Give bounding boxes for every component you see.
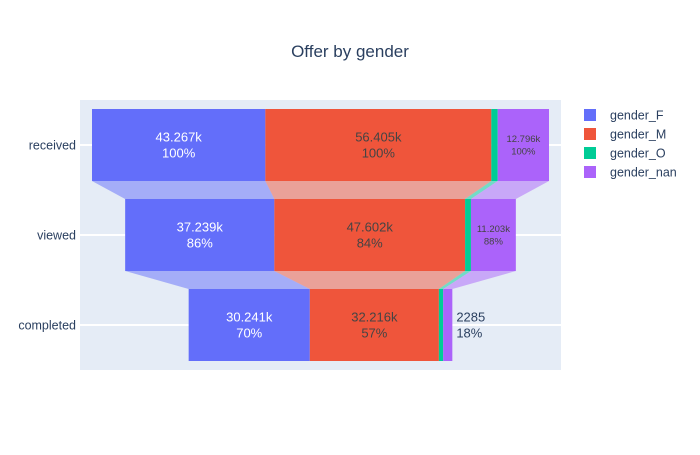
- legend-swatch-gender-nan: [584, 166, 596, 178]
- bar-gender-f-received[interactable]: [92, 109, 266, 181]
- bar-labels: 43.267k100%56.405k100%12.796k100%37.239k…: [156, 130, 541, 341]
- connector-gender-o-received: [465, 181, 498, 199]
- bar-gender-o-completed[interactable]: [438, 289, 444, 361]
- percent-label-gender-m-completed: 57%: [361, 326, 387, 341]
- bar-gender-f-viewed[interactable]: [125, 199, 275, 271]
- connector-gender-nan-received: [470, 181, 549, 199]
- percent-label-gender-m-received: 100%: [362, 146, 396, 161]
- connector-gender-o-viewed: [438, 271, 471, 289]
- bar-gender-m-viewed[interactable]: [274, 199, 466, 271]
- y-axis-tick-labels: received viewed completed: [18, 139, 76, 333]
- connector-gender-nan-viewed: [443, 271, 516, 289]
- value-label-gender-m-viewed: 47.602k: [347, 220, 394, 235]
- y-tick-label-received: received: [29, 139, 76, 153]
- legend[interactable]: gender_F gender_M gender_O gender_nan: [584, 109, 677, 180]
- bar-gender-nan-viewed[interactable]: [470, 199, 516, 271]
- bar-gender-f-completed[interactable]: [188, 289, 310, 361]
- legend-item-gender-m[interactable]: gender_M: [584, 128, 666, 142]
- percent-label-gender-f-completed: 70%: [236, 326, 262, 341]
- funnel-bars: [92, 109, 549, 361]
- value-label-gender-nan-viewed: 11.203k: [477, 224, 510, 235]
- percent-label-gender-nan-completed: 18%: [456, 326, 482, 341]
- value-label-gender-nan-received: 12.796k: [506, 134, 540, 145]
- bar-gender-nan-received[interactable]: [497, 109, 549, 181]
- bar-gender-m-received[interactable]: [265, 109, 492, 181]
- percent-label-gender-nan-received: 100%: [511, 147, 536, 158]
- legend-label-gender-m: gender_M: [610, 128, 666, 142]
- legend-label-gender-o: gender_O: [610, 147, 666, 161]
- bar-gender-o-viewed[interactable]: [465, 199, 471, 271]
- legend-item-gender-o[interactable]: gender_O: [584, 147, 666, 161]
- value-label-gender-f-viewed: 37.239k: [177, 220, 224, 235]
- legend-item-gender-f[interactable]: gender_F: [584, 109, 664, 123]
- value-label-gender-f-received: 43.267k: [156, 130, 203, 145]
- percent-label-gender-nan-viewed: 88%: [484, 237, 504, 248]
- value-label-gender-nan-completed: 2285: [456, 310, 485, 325]
- chart-title: Offer by gender: [291, 42, 409, 61]
- legend-label-gender-f: gender_F: [610, 109, 664, 123]
- connector-gender-f-received: [92, 181, 275, 199]
- legend-swatch-gender-m: [584, 128, 596, 140]
- connector-gender-m-viewed: [274, 271, 466, 289]
- y-tick-label-completed: completed: [18, 319, 76, 333]
- legend-swatch-gender-f: [584, 109, 596, 121]
- percent-label-gender-f-viewed: 86%: [187, 236, 213, 251]
- y-tick-label-viewed: viewed: [37, 229, 76, 243]
- legend-swatch-gender-o: [584, 147, 596, 159]
- value-label-gender-m-received: 56.405k: [355, 130, 402, 145]
- bar-gender-nan-completed[interactable]: [443, 289, 453, 361]
- bar-gender-m-completed[interactable]: [309, 289, 439, 361]
- bar-gender-o-received[interactable]: [491, 109, 498, 181]
- connector-gender-m-received: [265, 181, 492, 199]
- value-label-gender-m-completed: 32.216k: [351, 310, 398, 325]
- connector-gender-f-viewed: [125, 271, 310, 289]
- legend-label-gender-nan: gender_nan: [610, 166, 677, 180]
- percent-label-gender-m-viewed: 84%: [357, 236, 383, 251]
- funnel-connectors: [92, 181, 549, 289]
- legend-item-gender-nan[interactable]: gender_nan: [584, 166, 677, 180]
- percent-label-gender-f-received: 100%: [162, 146, 196, 161]
- value-label-gender-f-completed: 30.241k: [226, 310, 273, 325]
